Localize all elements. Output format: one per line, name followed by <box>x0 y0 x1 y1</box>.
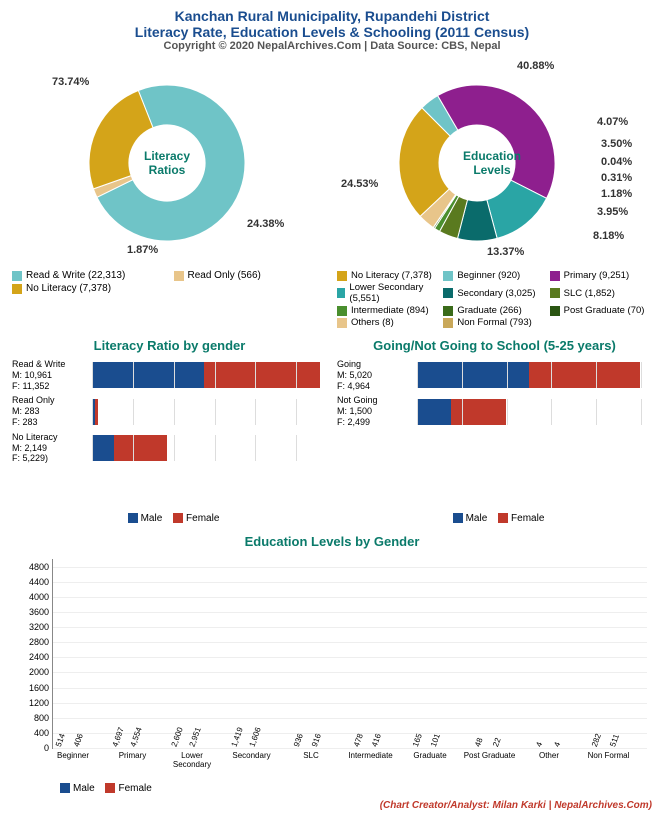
literacy-legend: Read & Write (22,313) Read Only (566) No L… <box>12 270 327 294</box>
pct-label: 13.37% <box>487 246 524 258</box>
school-col: Going/Not Going to School (5-25 years) G… <box>337 328 652 524</box>
pct-label: 1.18% <box>601 188 632 200</box>
x-tick: Beginner <box>43 751 103 760</box>
x-tick: SLC <box>281 751 341 760</box>
pct-label: 3.50% <box>601 138 632 150</box>
bar-male <box>92 362 204 388</box>
x-tick: Lower Secondary <box>162 751 222 769</box>
education-donut-center: Education Levels <box>452 149 532 177</box>
copyright-line: Copyright © 2020 NepalArchives.Com | Dat… <box>12 40 652 52</box>
pct-label: 1.87% <box>127 244 158 256</box>
hbar-label: No LiteracyM: 2,149F: 5,229) <box>12 432 92 464</box>
y-tick: 3200 <box>15 622 49 632</box>
education-donut: Education Levels 40.88% 4.07% 3.50% 0.04% 0.… <box>337 58 647 268</box>
education-legend: No Literacy (7,378) Beginner (920) Primary… <box>337 270 652 328</box>
x-tick: Post Graduate <box>460 751 520 760</box>
hbar-row: Literacy Ratio by gender Read & WriteM: … <box>12 328 652 524</box>
literacy-gender-col: Literacy Ratio by gender Read & WriteM: … <box>12 328 327 524</box>
bar-male <box>92 435 114 461</box>
legend-item: Others (8) <box>337 317 439 328</box>
y-tick: 2800 <box>15 637 49 647</box>
literacy-donut-center: Literacy Ratios <box>127 149 207 177</box>
school-chart: GoingM: 5,020F: 4,964 Not GoingM: 1,500F:… <box>337 359 652 509</box>
legend-item: Read Only (566) <box>174 270 328 281</box>
bar-female <box>114 435 167 461</box>
bar-female <box>204 362 320 388</box>
pct-label: 0.04% <box>601 156 632 168</box>
pct-label: 24.38% <box>247 218 284 230</box>
legend-item: Primary (9,251) <box>550 270 652 281</box>
pct-label: 8.18% <box>593 230 624 242</box>
education-gender-chart: 0400800120016002000240028003200360040004… <box>12 559 652 779</box>
vbar-title: Education Levels by Gender <box>12 534 652 549</box>
y-tick: 400 <box>15 728 49 738</box>
bar-female <box>451 399 507 425</box>
y-tick: 1600 <box>15 683 49 693</box>
donut-slice <box>438 85 555 198</box>
hbar-bars <box>92 399 327 425</box>
y-tick: 4400 <box>15 577 49 587</box>
x-tick: Primary <box>103 751 163 760</box>
pct-label: 24.53% <box>341 178 378 190</box>
x-tick: Non Formal <box>579 751 639 760</box>
donut-row: Literacy Ratios 73.74% 1.87% 24.38% Read &… <box>12 58 652 328</box>
bar-male <box>417 399 451 425</box>
y-tick: 2400 <box>15 652 49 662</box>
pct-label: 73.74% <box>52 76 89 88</box>
education-donut-col: Education Levels 40.88% 4.07% 3.50% 0.04% 0.… <box>337 58 652 328</box>
vbar-legend: Male Female <box>52 783 652 794</box>
hbar-bars <box>92 362 327 388</box>
y-tick: 4000 <box>15 592 49 602</box>
bar-female <box>95 399 98 425</box>
page-title: Kanchan Rural Municipality, Rupandehi Di… <box>12 8 652 24</box>
school-legend: Male Female <box>337 513 652 524</box>
literacy-gender-title: Literacy Ratio by gender <box>12 338 327 353</box>
y-tick: 3600 <box>15 607 49 617</box>
y-tick: 1200 <box>15 698 49 708</box>
legend-item: Non Formal (793) <box>443 317 545 328</box>
bar-male <box>417 362 529 388</box>
pct-label: 40.88% <box>517 60 554 72</box>
y-tick: 4800 <box>15 562 49 572</box>
x-tick: Intermediate <box>341 751 401 760</box>
x-tick: Other <box>519 751 579 760</box>
literacy-gender-legend: Male Female <box>12 513 327 524</box>
x-tick: Graduate <box>400 751 460 760</box>
literacy-gender-chart: Read & WriteM: 10,961F: 11,352 Read OnlyM… <box>12 359 327 509</box>
chart-credit: (Chart Creator/Analyst: Milan Karki | Ne… <box>12 800 652 811</box>
hbar-bars <box>92 435 327 461</box>
pct-label: 3.95% <box>597 206 628 218</box>
y-tick: 800 <box>15 713 49 723</box>
hbar-bars <box>417 362 652 388</box>
page-subtitle: Literacy Rate, Education Levels & School… <box>12 24 652 40</box>
legend-item: No Literacy (7,378) <box>337 270 439 281</box>
hbar-label: Not GoingM: 1,500F: 2,499 <box>337 395 417 427</box>
legend-item: Beginner (920) <box>443 270 545 281</box>
x-tick: Secondary <box>222 751 282 760</box>
hbar-label: Read OnlyM: 283F: 283 <box>12 395 92 427</box>
y-tick: 2000 <box>15 667 49 677</box>
legend-item: Read & Write (22,313) <box>12 270 166 281</box>
legend-item: Intermediate (894) <box>337 305 439 316</box>
school-title: Going/Not Going to School (5-25 years) <box>337 338 652 353</box>
literacy-donut-col: Literacy Ratios 73.74% 1.87% 24.38% Read &… <box>12 58 327 328</box>
legend-item: No Literacy (7,378) <box>12 283 166 294</box>
legend-item: Lower Secondary (5,551) <box>337 282 439 304</box>
literacy-donut: Literacy Ratios 73.74% 1.87% 24.38% <box>12 58 322 268</box>
legend-item: SLC (1,852) <box>550 282 652 304</box>
legend-item: Graduate (266) <box>443 305 545 316</box>
legend-item: Post Graduate (70) <box>550 305 652 316</box>
hbar-label: Read & WriteM: 10,961F: 11,352 <box>12 359 92 391</box>
hbar-bars <box>417 399 652 425</box>
pct-label: 4.07% <box>597 116 628 128</box>
pct-label: 0.31% <box>601 172 632 184</box>
legend-item: Secondary (3,025) <box>443 282 545 304</box>
bar-female <box>529 362 640 388</box>
hbar-label: GoingM: 5,020F: 4,964 <box>337 359 417 391</box>
